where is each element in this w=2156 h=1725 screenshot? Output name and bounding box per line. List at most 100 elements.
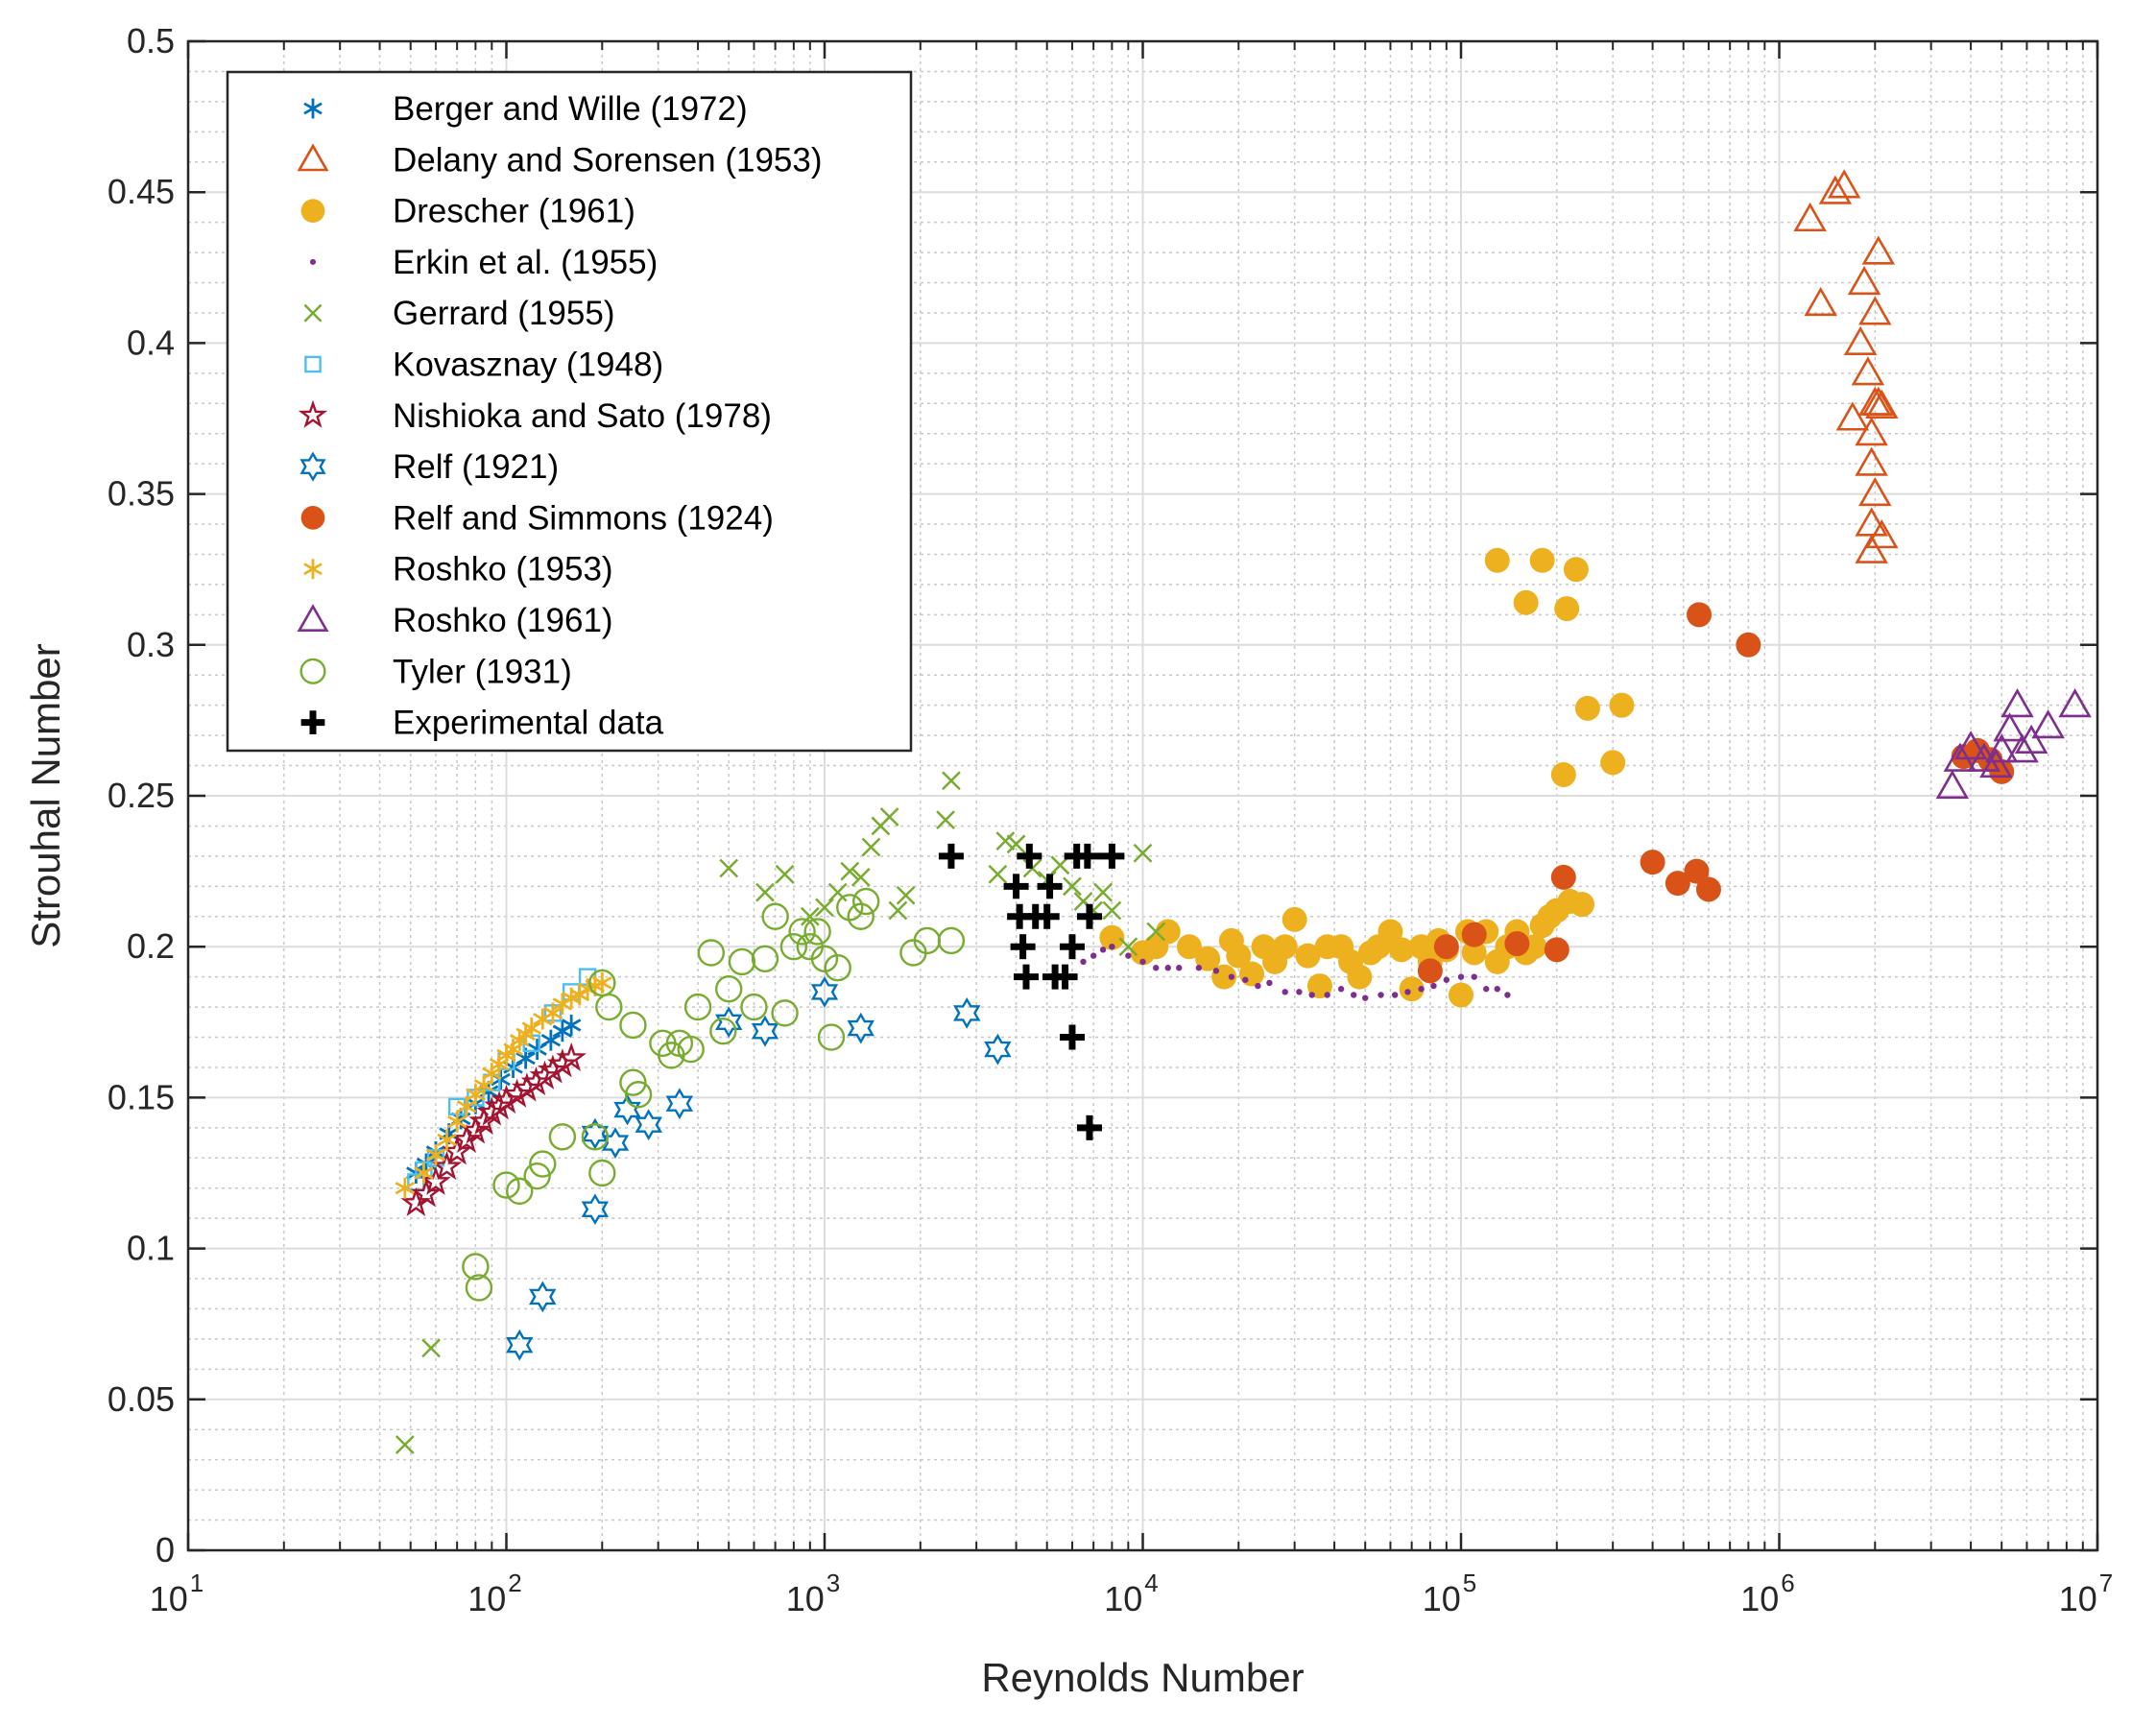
x-stroke <box>719 858 739 878</box>
y-tick-labels: 0 0.05 0.1 0.15 0.2 0.25 0.3 0.35 0.4 0.45 0.5 <box>108 21 175 1569</box>
x-stroke <box>1093 882 1113 902</box>
legend-marker <box>297 143 329 172</box>
data-point <box>1377 919 1403 945</box>
x-stroke <box>775 864 795 884</box>
data-point <box>1133 843 1153 863</box>
data-point <box>1228 973 1235 980</box>
y-tick-label: 0.3 <box>127 625 175 664</box>
axis-ticks <box>186 39 2099 1552</box>
x-tick-base: 10 <box>1740 1579 1779 1618</box>
data-point <box>847 902 874 930</box>
data-point <box>1404 989 1411 995</box>
data-point <box>466 1084 486 1106</box>
data-point <box>1818 175 1853 204</box>
data-point <box>1695 876 1721 902</box>
data-point <box>1146 922 1166 942</box>
data-point <box>1418 986 1425 993</box>
data-point <box>1351 992 1357 998</box>
data-point <box>1255 982 1261 990</box>
asterisk-arm <box>533 1012 553 1026</box>
data-point <box>810 976 839 1008</box>
data-point <box>613 1093 641 1126</box>
x-stroke <box>395 1435 415 1454</box>
asterisk-arm <box>561 991 582 1005</box>
data-point <box>850 868 871 887</box>
data-point <box>788 918 816 946</box>
data-point <box>529 1150 557 1178</box>
data-point <box>523 1162 551 1190</box>
asterisk-arm <box>561 1018 582 1032</box>
series-delany-and-sorensen-1953 <box>1793 169 1899 563</box>
legend-item: Kovasznay (1948) <box>304 347 663 384</box>
data-point <box>755 882 775 902</box>
data-point <box>1494 986 1500 993</box>
data-point <box>619 1068 647 1096</box>
x-stroke <box>1073 892 1093 911</box>
data-point <box>2058 688 2092 718</box>
data-point <box>1861 386 1896 416</box>
data-point <box>1153 965 1160 971</box>
data-point <box>840 861 860 881</box>
data-point <box>817 1023 846 1051</box>
data-point <box>1109 944 1115 950</box>
data-point <box>1935 769 1970 800</box>
data-point <box>1010 934 1036 960</box>
x-tick-base: 10 <box>150 1579 188 1618</box>
legend-box <box>226 70 913 753</box>
data-point <box>431 1151 463 1181</box>
legend-marker <box>300 710 325 734</box>
data-point <box>800 906 820 926</box>
legend-item: Tyler (1931) <box>299 653 572 690</box>
data-point <box>581 1123 610 1151</box>
series-nishioka-and-sato-1978 <box>400 1042 587 1217</box>
legend-label: Relf and Simmons (1924) <box>393 499 774 537</box>
data-point <box>1461 922 1487 947</box>
legend-marker <box>303 559 323 580</box>
data-point <box>619 1011 647 1040</box>
x-tick-exponent: 6 <box>1781 1569 1794 1597</box>
data-point <box>465 1274 493 1302</box>
x-stroke <box>1006 834 1026 854</box>
legend-item: Experimental data <box>300 705 664 742</box>
data-point <box>1993 712 2026 742</box>
y-tick-label: 0.45 <box>108 172 175 211</box>
series-erkin-et-al-1955 <box>1080 944 1511 1001</box>
data-point <box>1979 748 2013 779</box>
series-tyler-1931 <box>462 887 966 1302</box>
data-point <box>425 1144 446 1166</box>
series-roshko-1961 <box>1935 688 2092 800</box>
x-stroke <box>303 303 323 323</box>
x-tick-base: 10 <box>2059 1579 2097 1618</box>
data-point <box>1362 994 1369 1001</box>
data-point <box>936 810 955 830</box>
data-point <box>709 1018 737 1045</box>
data-point <box>581 1193 610 1226</box>
data-point <box>1554 596 1580 622</box>
data-point <box>815 898 834 918</box>
y-tick-label: 0.35 <box>108 474 175 514</box>
data-point <box>547 1048 578 1078</box>
data-point <box>601 1127 630 1159</box>
legend-label: Delany and Sorensen (1953) <box>393 141 823 179</box>
y-tick-label: 0.15 <box>108 1077 175 1116</box>
asterisk-arm <box>466 1088 486 1101</box>
x-stroke <box>988 864 1008 884</box>
data-point <box>1139 958 1146 966</box>
data-point <box>824 954 851 982</box>
legend-item: Berger and Wille (1972) <box>303 90 748 128</box>
data-point <box>1195 965 1203 971</box>
data-point <box>984 1033 1012 1066</box>
data-point <box>1461 940 1487 966</box>
data-point <box>437 1129 457 1151</box>
data-point <box>1080 958 1087 966</box>
data-point <box>1563 557 1589 583</box>
asterisk-arm <box>414 1166 434 1180</box>
data-point <box>1804 286 1837 317</box>
data-point <box>1504 992 1511 998</box>
data-point <box>395 1177 416 1199</box>
data-point <box>1059 934 1085 960</box>
data-point <box>491 1084 522 1114</box>
plot-series <box>395 169 2092 1454</box>
data-point <box>1099 843 1125 869</box>
data-point <box>852 887 880 916</box>
